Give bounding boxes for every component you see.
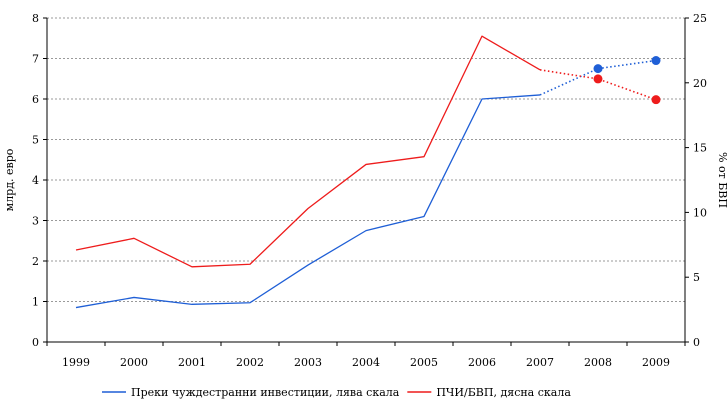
left-tick-label: 3 [32,215,39,228]
left-tick-label: 5 [32,134,39,147]
left-tick-label: 0 [32,336,39,349]
x-tick-label: 2000 [120,356,148,369]
series-point-1 [593,74,603,84]
x-axis-ticks: 1999 2000 2001 2002 2003 2004 2005 2006 2007 2008… [46,342,686,369]
left-axis-title: млрд. евро [3,148,16,211]
x-tick-label: 2002 [236,356,264,369]
left-tick-label: 1 [32,296,39,309]
x-tick-label: 2006 [468,356,496,369]
axes [46,18,686,343]
right-tick-label: 20 [693,77,707,90]
left-tick-label: 7 [32,53,39,66]
series-lines [75,35,661,309]
series-point-0 [651,56,661,66]
left-tick-label: 6 [32,93,39,106]
legend-label-fdi: Преки чуждестранни инвестиции, лява скал… [131,386,400,399]
left-tick-label: 4 [32,174,39,187]
series-projection-1 [539,69,657,101]
series-point-0 [593,64,603,74]
left-tick-label: 2 [32,255,39,268]
left-axis-ticks: 0 1 2 3 4 5 6 7 8 [32,12,47,349]
legend: Преки чуждестранни инвестиции, лява скал… [102,386,571,399]
x-tick-label: 2009 [642,356,670,369]
gridlines [47,17,685,302]
series-point-1 [651,95,661,105]
series-line-0 [75,94,541,309]
left-tick-label: 8 [32,12,39,25]
right-axis-title: % от БВП [716,152,727,208]
right-axis-ticks: 0 5 10 15 20 25 [685,12,707,349]
x-tick-label: 2007 [526,356,554,369]
x-tick-label: 2001 [178,356,206,369]
x-tick-label: 2005 [410,356,438,369]
x-tick-label: 2003 [294,356,322,369]
x-tick-label: 2004 [352,356,380,369]
right-tick-label: 15 [693,142,707,155]
x-tick-label: 2008 [584,356,612,369]
right-tick-label: 5 [693,271,700,284]
right-tick-label: 25 [693,12,707,25]
series-line-1 [75,35,541,268]
x-tick-label: 1999 [62,356,90,369]
right-tick-label: 0 [693,336,700,349]
legend-label-fdi-gdp: ПЧИ/БВП, дясна скала [436,386,571,399]
right-tick-label: 10 [693,206,707,219]
series-projection-0 [539,59,657,96]
